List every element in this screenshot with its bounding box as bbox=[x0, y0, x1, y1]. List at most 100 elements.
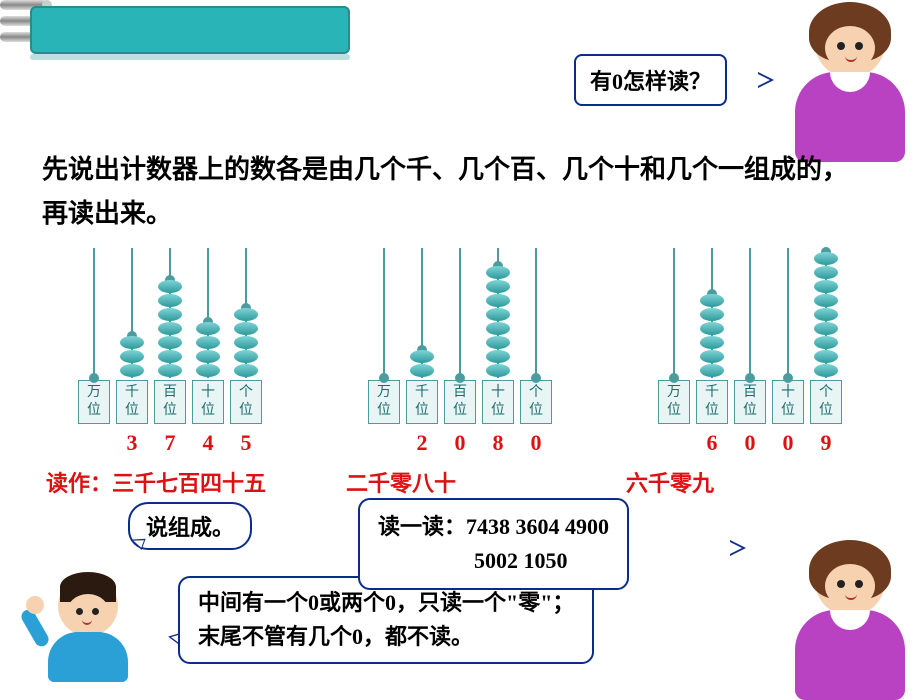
rules-line-1: 中间有一个0或两个0，只读一个"零"； bbox=[198, 586, 574, 620]
place-label: 十位 bbox=[192, 380, 224, 424]
bubble-boy: 说组成。 bbox=[128, 502, 252, 550]
place-label: 千位 bbox=[406, 380, 438, 424]
abacus: 万位千位百位十位个位2080 bbox=[350, 248, 570, 456]
reading-1: 读作：三千七百四十五 bbox=[46, 466, 346, 498]
digit: 8 bbox=[482, 430, 514, 456]
reading-2: 二千零八十 bbox=[346, 466, 626, 498]
bead bbox=[486, 364, 510, 377]
bubble-read-tail bbox=[730, 540, 746, 556]
bead bbox=[196, 322, 220, 335]
place-label: 万位 bbox=[368, 380, 400, 424]
bead bbox=[814, 308, 838, 321]
bead bbox=[814, 252, 838, 265]
bead bbox=[158, 336, 182, 349]
bubble-question: 有0怎样读？ bbox=[574, 54, 727, 106]
rods bbox=[658, 248, 842, 378]
bead bbox=[234, 308, 258, 321]
bead bbox=[486, 308, 510, 321]
digit: 2 bbox=[406, 430, 438, 456]
bead bbox=[120, 350, 144, 363]
bead bbox=[700, 294, 724, 307]
bead bbox=[120, 336, 144, 349]
read-line-1: 读一读：7438 3604 4900 bbox=[378, 510, 609, 544]
bead bbox=[196, 350, 220, 363]
place-label: 十位 bbox=[772, 380, 804, 424]
bead bbox=[700, 364, 724, 377]
bead bbox=[234, 336, 258, 349]
bead bbox=[196, 336, 220, 349]
place-label: 个位 bbox=[230, 380, 262, 424]
bead bbox=[158, 322, 182, 335]
reading-3: 六千零九 bbox=[626, 466, 714, 498]
place-labels: 万位千位百位十位个位 bbox=[78, 380, 262, 424]
digit bbox=[78, 430, 110, 456]
rods bbox=[78, 248, 262, 378]
digits-row: 3745 bbox=[78, 430, 262, 456]
bubble-question-tail bbox=[758, 72, 774, 88]
digit bbox=[658, 430, 690, 456]
bead bbox=[814, 350, 838, 363]
bead bbox=[700, 322, 724, 335]
bead bbox=[120, 364, 144, 377]
place-label: 千位 bbox=[116, 380, 148, 424]
bead bbox=[158, 364, 182, 377]
bead bbox=[486, 266, 510, 279]
place-label: 个位 bbox=[520, 380, 552, 424]
bead bbox=[486, 336, 510, 349]
rods bbox=[368, 248, 552, 378]
teacher-bottom bbox=[770, 546, 920, 700]
place-labels: 万位千位百位十位个位 bbox=[658, 380, 842, 424]
rod bbox=[116, 336, 148, 378]
bead bbox=[196, 364, 220, 377]
header-shadow bbox=[30, 54, 350, 60]
boy-character bbox=[18, 576, 158, 682]
bead bbox=[486, 322, 510, 335]
bead bbox=[700, 308, 724, 321]
bead bbox=[158, 350, 182, 363]
bead bbox=[814, 322, 838, 335]
digit: 0 bbox=[520, 430, 552, 456]
place-label: 个位 bbox=[810, 380, 842, 424]
digit: 5 bbox=[230, 430, 262, 456]
rod bbox=[192, 322, 224, 378]
digit: 9 bbox=[810, 430, 842, 456]
bead bbox=[410, 350, 434, 363]
digit bbox=[368, 430, 400, 456]
bead bbox=[814, 364, 838, 377]
digit: 4 bbox=[192, 430, 224, 456]
bead bbox=[158, 294, 182, 307]
place-label: 百位 bbox=[154, 380, 186, 424]
digits-row: 2080 bbox=[368, 430, 552, 456]
digit: 6 bbox=[696, 430, 728, 456]
digit: 3 bbox=[116, 430, 148, 456]
bubble-read: 读一读：7438 3604 4900 5002 1050 bbox=[358, 498, 629, 590]
digit: 7 bbox=[154, 430, 186, 456]
instruction-text: 先说出计数器上的数各是由几个千、几个百、几个十和几个一组成的，再读出来。 bbox=[42, 148, 862, 236]
digit: 0 bbox=[444, 430, 476, 456]
place-label: 万位 bbox=[78, 380, 110, 424]
rod bbox=[406, 350, 438, 378]
rules-line-2: 末尾不管有几个0，都不读。 bbox=[198, 620, 574, 654]
abacus: 万位千位百位十位个位 3745 bbox=[60, 248, 280, 456]
digit: 0 bbox=[734, 430, 766, 456]
header-bar bbox=[30, 6, 350, 54]
bead bbox=[814, 266, 838, 279]
place-label: 百位 bbox=[444, 380, 476, 424]
bead bbox=[158, 308, 182, 321]
bead bbox=[700, 350, 724, 363]
rod bbox=[154, 280, 186, 378]
place-label: 百位 bbox=[734, 380, 766, 424]
bead bbox=[410, 364, 434, 377]
readings-row: 读作：三千七百四十五 二千零八十 六千零九 bbox=[46, 466, 886, 498]
bead bbox=[234, 350, 258, 363]
bead bbox=[814, 336, 838, 349]
bead bbox=[486, 280, 510, 293]
read-line-2: 5002 1050 bbox=[378, 544, 609, 578]
bead bbox=[700, 336, 724, 349]
rod bbox=[482, 266, 514, 378]
place-label: 万位 bbox=[658, 380, 690, 424]
place-labels: 万位千位百位十位个位 bbox=[368, 380, 552, 424]
rod bbox=[810, 252, 842, 378]
bead bbox=[486, 294, 510, 307]
abacus: 万位千位百位十位个位6009 bbox=[640, 248, 860, 456]
